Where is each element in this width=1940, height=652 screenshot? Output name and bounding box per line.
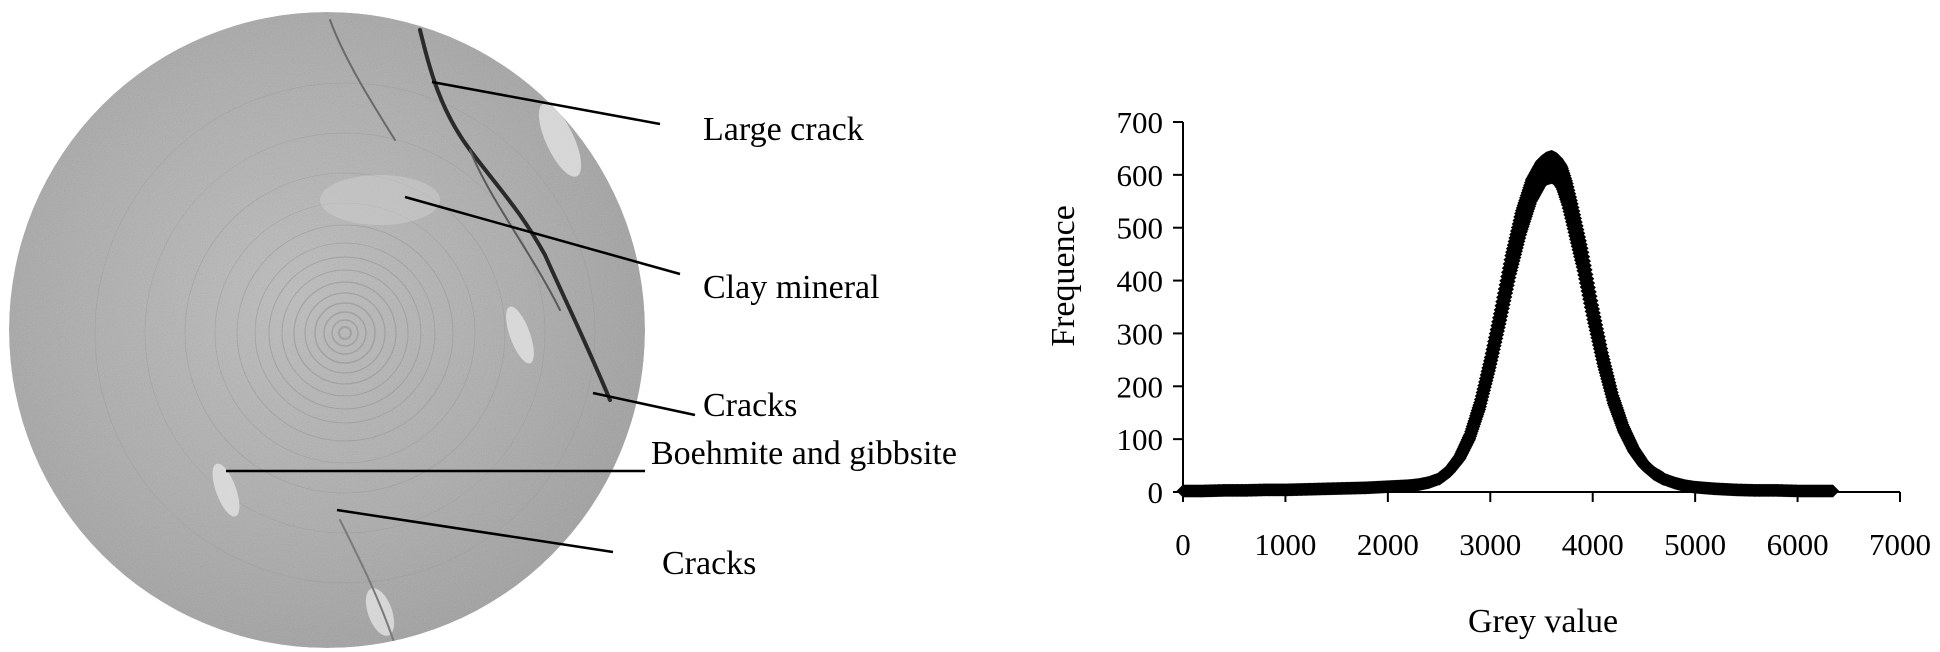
y-tick-label: 400 — [1117, 264, 1164, 299]
ring-artifacts — [94, 82, 596, 584]
y-tick-label: 200 — [1117, 369, 1164, 404]
y-tick-label: 700 — [1117, 105, 1164, 140]
y-tick-label: 0 — [1148, 475, 1164, 510]
x-tick-label: 5000 — [1664, 527, 1726, 562]
histogram-chart: 0 100 200 300 400 500 600 700 0 1000 2000 3000 4000… — [1045, 105, 1931, 640]
x-tick-label: 4000 — [1562, 527, 1624, 562]
x-tick-label: 7000 — [1869, 527, 1931, 562]
y-tick-label: 100 — [1117, 422, 1164, 457]
data-point — [1826, 484, 1840, 498]
label-boehmite: Boehmite and gibbsite — [651, 435, 957, 472]
leader-clay-mineral — [404, 195, 681, 276]
ct-scan-image — [9, 12, 645, 648]
x-tick-label: 3000 — [1459, 527, 1521, 562]
y-tick-label: 600 — [1117, 158, 1164, 193]
label-cracks-1: Cracks — [703, 387, 797, 424]
x-axis-ticks: 0 1000 2000 3000 4000 5000 6000 7000 — [1175, 492, 1931, 562]
annotation-leaders — [226, 80, 696, 554]
y-axis-title: Frequence — [1045, 205, 1082, 347]
leader-cracks-2 — [336, 508, 614, 554]
x-tick-label: 0 — [1175, 527, 1191, 562]
label-cracks-2: Cracks — [662, 545, 756, 582]
x-tick-label: 1000 — [1254, 527, 1316, 562]
annotation-labels: Large crack Clay mineral Cracks Boehmite… — [651, 111, 957, 582]
data-points — [1176, 149, 1840, 498]
y-axis-ticks: 0 100 200 300 400 500 600 700 — [1117, 105, 1183, 510]
mineral-patches — [212, 103, 582, 636]
label-clay-mineral: Clay mineral — [703, 269, 880, 306]
leader-large-crack — [431, 80, 661, 126]
y-tick-label: 500 — [1117, 211, 1164, 246]
y-tick-label: 300 — [1117, 316, 1164, 351]
leader-cracks-1 — [592, 391, 696, 417]
x-axis-title: Grey value — [1468, 603, 1618, 640]
x-tick-label: 6000 — [1767, 527, 1829, 562]
label-large-crack: Large crack — [703, 111, 864, 148]
x-tick-label: 2000 — [1357, 527, 1419, 562]
